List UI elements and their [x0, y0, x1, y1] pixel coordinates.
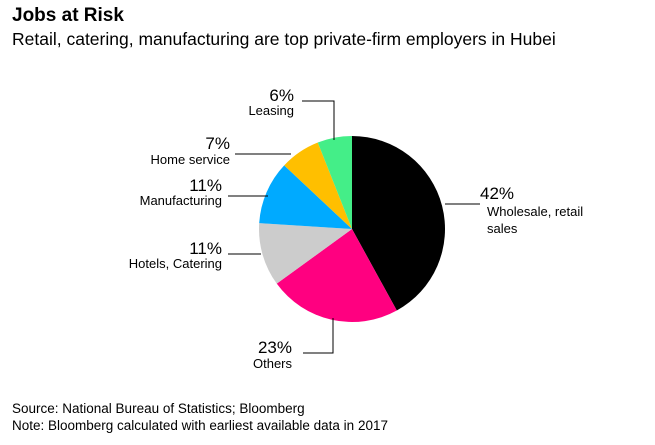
slice-category-label: Hotels, Catering	[129, 256, 222, 271]
leader-line-1	[303, 318, 334, 354]
methodology-note: Note: Bloomberg calculated with earliest…	[12, 418, 388, 433]
pie-slice-1	[276, 229, 397, 323]
pie-slice-5	[317, 136, 352, 229]
slice-percent-label: 6%	[269, 86, 294, 105]
pie-slice-0	[352, 136, 446, 311]
leader-line-5	[302, 100, 335, 140]
slice-category-label: Others	[253, 356, 293, 371]
pie-slice-4	[284, 142, 352, 229]
source-note: Source: National Bureau of Statistics; B…	[12, 401, 305, 416]
slice-category-label: Home service	[151, 152, 230, 167]
chart-subtitle: Retail, catering, manufacturing are top …	[12, 29, 556, 49]
slice-category-label: sales	[487, 221, 518, 236]
pie-slice-2	[258, 223, 352, 284]
slice-category-label: Manufacturing	[140, 193, 222, 208]
slice-percent-label: 11%	[189, 176, 222, 195]
slice-percent-label: 23%	[258, 338, 292, 357]
chart-title: Jobs at Risk	[12, 5, 124, 26]
slice-percent-label: 7%	[205, 134, 230, 153]
slice-category-label: Leasing	[248, 103, 294, 118]
pie-slice-3	[259, 165, 352, 229]
slice-percent-label: 42%	[480, 184, 514, 203]
slice-category-label: Wholesale, retail	[487, 204, 583, 219]
slice-percent-label: 11%	[189, 239, 222, 258]
